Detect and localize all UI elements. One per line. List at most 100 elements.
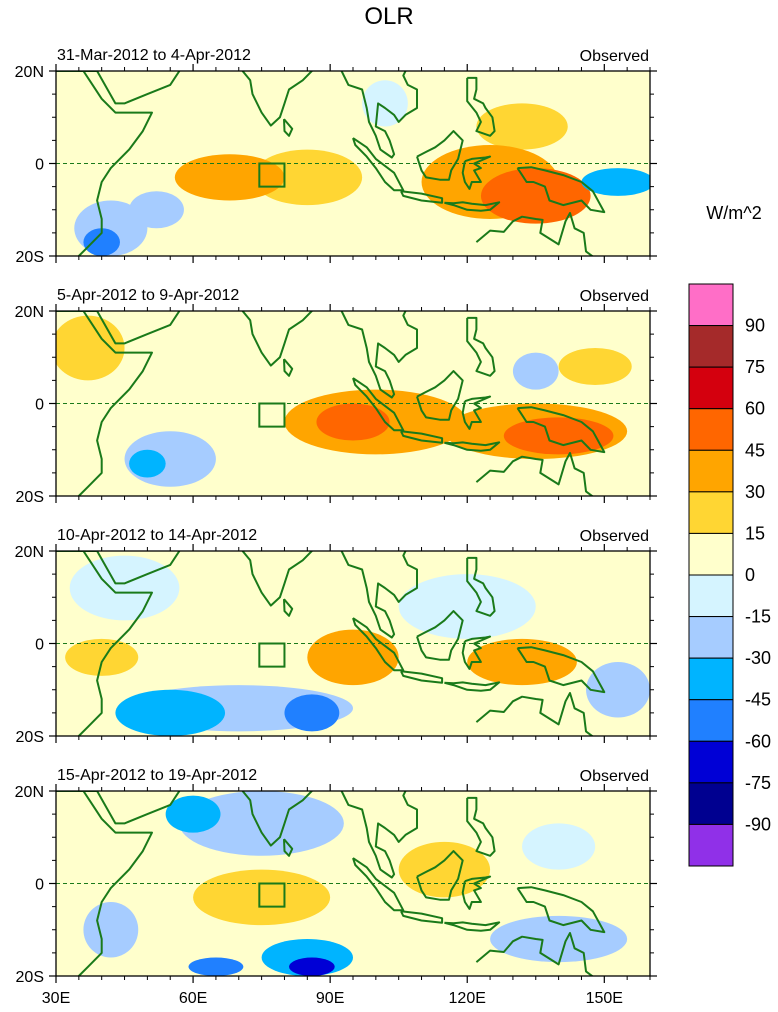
coastline-java xyxy=(400,670,444,684)
y-tick-label: 20S xyxy=(16,489,44,506)
panel-1-period: 31-Mar-2012 to 4-Apr-2012 xyxy=(57,47,251,64)
olr-anomaly-patch xyxy=(362,80,408,127)
y-tick-label: 20S xyxy=(16,729,44,746)
coastline-philippines xyxy=(466,556,496,617)
y-tick-label: 20S xyxy=(16,969,44,986)
coastline-africa-coast xyxy=(56,791,153,976)
colorbar-swatch xyxy=(688,740,734,784)
olr-anomaly-patch xyxy=(83,228,120,256)
coastline-sumbawa-timor xyxy=(444,441,501,452)
coastline-myanmar-malay-coast xyxy=(340,791,418,879)
olr-anomaly-patch xyxy=(56,315,125,381)
coastline-india-coast xyxy=(241,71,314,127)
colorbar-tick-label: -60 xyxy=(745,731,771,751)
coastline-sumatra xyxy=(352,377,405,432)
panel-4-period: 15-Apr-2012 to 19-Apr-2012 xyxy=(57,767,257,784)
colorbar-swatch xyxy=(688,408,734,451)
olr-anomaly-patch xyxy=(289,957,335,976)
olr-anomaly-patch xyxy=(586,662,650,718)
coastline-sumbawa-timor xyxy=(444,201,501,212)
coastline-australia-north xyxy=(475,212,594,256)
coastline-philippines xyxy=(466,76,496,137)
x-tick-label: 90E xyxy=(316,990,344,1007)
panel-4: 15-Apr-2012 to 19-Apr-2012 Observed xyxy=(55,767,651,977)
colorbar-swatch xyxy=(688,782,734,825)
olr-anomaly-patch xyxy=(69,555,180,621)
coastline-myanmar-malay-coast xyxy=(340,551,418,639)
olr-anomaly-patch xyxy=(503,417,614,455)
coastline-borneo xyxy=(416,610,464,661)
x-tick-label: 60E xyxy=(179,990,207,1007)
x-tick-label: 150E xyxy=(586,990,623,1007)
olr-anomaly-patch xyxy=(558,348,632,385)
olr-anomaly-patch xyxy=(316,403,390,441)
coastline-sumbawa-timor xyxy=(444,681,501,692)
colorbar-tick-label: 90 xyxy=(745,316,765,336)
colorbar-tick-label: 60 xyxy=(745,399,765,419)
coastline-africa-coast xyxy=(56,551,153,736)
target-region-box xyxy=(258,402,286,428)
colorbar-tick-label: 15 xyxy=(745,523,765,543)
coastline-australia-north xyxy=(475,932,594,976)
coastline-borneo xyxy=(416,370,464,421)
panel-2-observed-label: Observed xyxy=(580,288,649,305)
coastline-india-coast xyxy=(241,551,314,607)
coastline-philippines xyxy=(466,316,496,377)
coastline-sulawesi xyxy=(461,635,492,670)
olr-anomaly-patch xyxy=(284,694,340,732)
y-tick-label: 20S xyxy=(16,249,44,266)
olr-anomaly-patch xyxy=(398,574,536,639)
colorbar-swatch xyxy=(688,366,734,410)
coastline-srilanka xyxy=(283,838,294,857)
panel-2-period: 5-Apr-2012 to 9-Apr-2012 xyxy=(57,287,239,304)
olr-anomaly-patch xyxy=(65,638,139,676)
y-tick-label: 20N xyxy=(15,304,44,321)
y-tick-label: 0 xyxy=(35,157,44,174)
coastline-sumatra xyxy=(352,617,405,672)
x-tick-label: 120E xyxy=(449,990,486,1007)
panel-1-map xyxy=(56,71,650,256)
axes: 20N 0 20S 20N 0 20S 20N 0 20S 20N 0 20S 30E 60E 90E 120… xyxy=(15,64,657,1007)
olr-anomaly-patch xyxy=(174,154,285,201)
colorbar-swatch xyxy=(688,616,734,659)
colorbar-swatch xyxy=(688,449,734,493)
olr-anomaly-patch xyxy=(522,823,596,870)
x-tick-label: 30E xyxy=(42,990,70,1007)
coastline-arabia-coast xyxy=(83,551,181,585)
y-tick-label: 20N xyxy=(15,64,44,81)
coastline-africa-coast xyxy=(56,311,153,496)
coastline-new-guinea xyxy=(516,406,606,454)
coastline-srilanka xyxy=(283,358,294,377)
coastline-java xyxy=(400,910,444,924)
colorbar-unit-label: W/m^2 xyxy=(706,203,761,223)
colorbar-swatches xyxy=(688,283,734,867)
target-region-box xyxy=(258,642,286,668)
y-tick-label: 0 xyxy=(35,637,44,654)
panel-3: 10-Apr-2012 to 14-Apr-2012 Observed xyxy=(55,527,651,737)
colorbar: W/m^2 90 75 60 45 30 15 0 -15 -30 -45 -60 -75 -90 xyxy=(688,203,771,867)
olr-anomaly-patch xyxy=(129,449,166,478)
coastline-sumatra xyxy=(352,137,405,192)
coastline-arabia-coast xyxy=(83,71,181,105)
colorbar-swatch xyxy=(688,699,734,742)
olr-anomaly-patch xyxy=(165,795,221,833)
panel-4-observed-label: Observed xyxy=(580,768,649,785)
coastline-myanmar-malay-coast xyxy=(340,71,418,159)
panel-1: 31-Mar-2012 to 4-Apr-2012 Observed xyxy=(55,47,651,257)
colorbar-tick-label: -30 xyxy=(745,648,771,668)
y-tick-label: 0 xyxy=(35,397,44,414)
figure-title: OLR xyxy=(364,3,413,30)
coastline-arabia-coast xyxy=(83,311,181,345)
colorbar-tick-label: 30 xyxy=(745,482,765,502)
colorbar-swatch xyxy=(688,283,734,327)
y-tick-label: 20N xyxy=(15,784,44,801)
coastline-australia-north xyxy=(475,452,594,496)
colorbar-tick-labels: 90 75 60 45 30 15 0 -15 -30 -45 -60 -75 -90 xyxy=(745,316,771,835)
coastline-myanmar-malay-coast xyxy=(340,311,418,399)
y-tick-label: 20N xyxy=(15,544,44,561)
coastline-india-coast xyxy=(241,791,314,847)
olr-anomaly-patch xyxy=(307,629,399,686)
coastline-australia-north xyxy=(475,692,594,736)
olr-anomaly-patch xyxy=(581,168,650,196)
